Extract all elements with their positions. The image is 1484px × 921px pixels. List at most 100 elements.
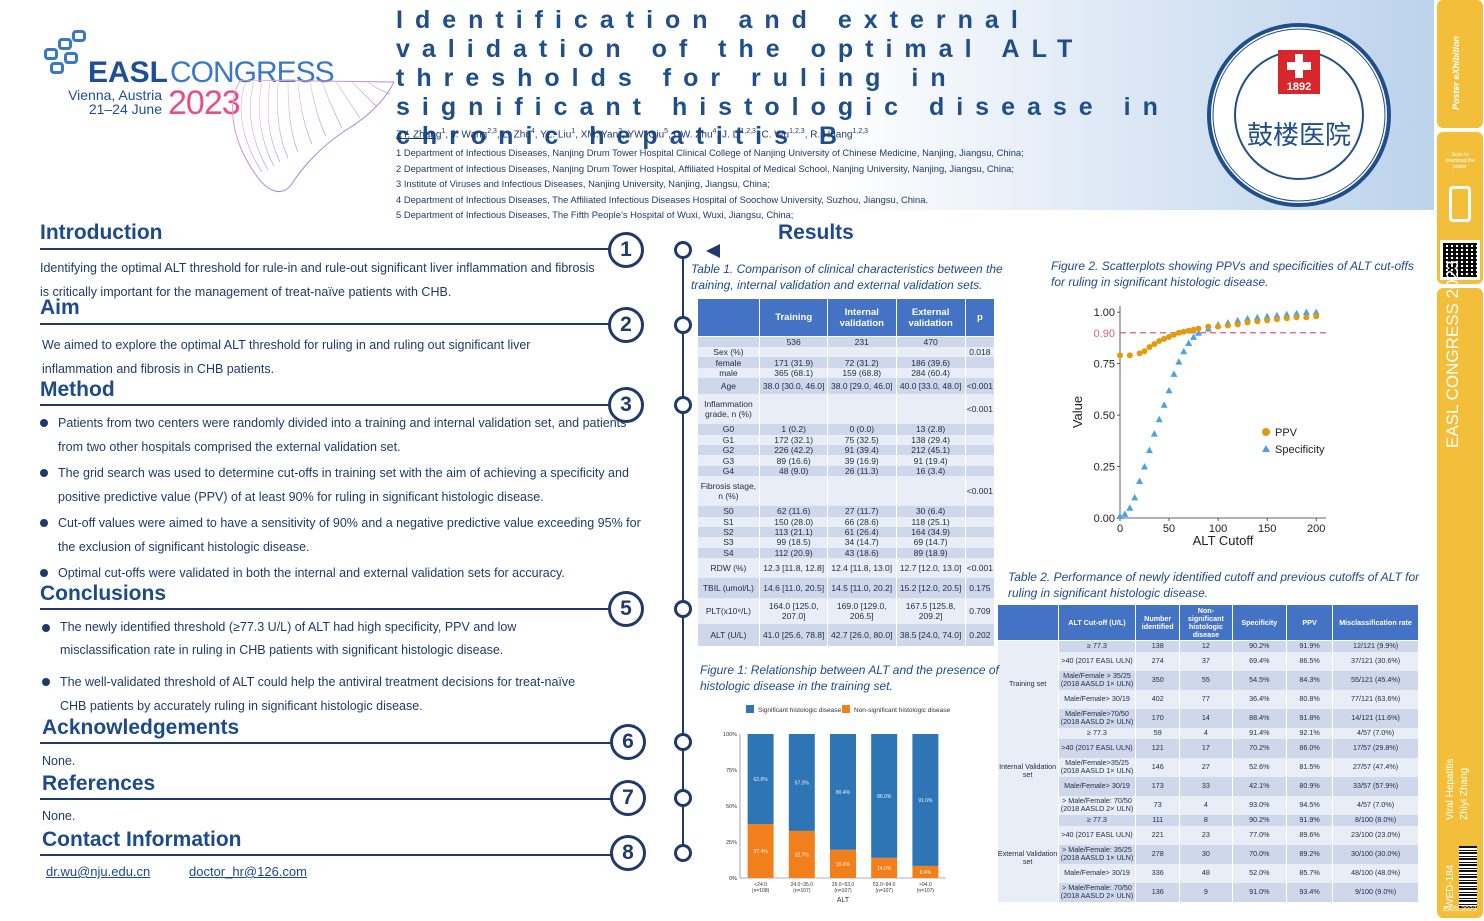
table-cell: 89 (16.6) — [759, 455, 828, 466]
data-point — [1146, 344, 1153, 351]
table-cell: Fibrosis stage, n (%) — [697, 476, 761, 507]
table-cell: <0.001 — [965, 378, 996, 395]
table-cell: 69 (14.7) — [896, 537, 966, 548]
table-cell: >40 (2017 EASL ULN) — [1058, 825, 1137, 845]
data-point — [1273, 316, 1280, 323]
bar-data-label: 19.6% — [836, 862, 851, 868]
table-cell: 113 (21.1) — [759, 526, 828, 538]
table-cell: 88.4% — [1232, 708, 1288, 728]
data-point — [1215, 323, 1222, 330]
table-cell: 70.2% — [1232, 738, 1288, 758]
data-point — [1283, 310, 1291, 318]
table-cell: 167.5 [125.8, 209.2] — [896, 598, 966, 625]
table-cell: 0.175 — [965, 578, 996, 599]
table-cell: 69.4% — [1232, 651, 1288, 671]
table-cell: 48 (9.0) — [759, 465, 828, 477]
table-row: TBIL (umol/L) 14.6 [11.0, 20.5] 14.5 [11.0… — [697, 578, 996, 599]
table-cell: 226 (42.2) — [759, 444, 828, 456]
table-cell — [896, 476, 966, 507]
data-point — [1263, 312, 1271, 320]
bar-segment — [747, 734, 774, 825]
table-cell: S2 — [697, 526, 761, 538]
table-cell — [965, 424, 996, 435]
table-cell: 85.7% — [1286, 863, 1334, 883]
table-cell: S0 — [697, 506, 761, 517]
table-cell: 91.9% — [1286, 640, 1334, 652]
x-tick-label: (n=108) — [752, 888, 770, 894]
data-point — [1126, 352, 1133, 359]
table-cell: 91.0% — [1232, 882, 1288, 902]
table-row: G0 1 (0.2) 0 (0.0) 13 (2.8) — [697, 424, 996, 435]
table-cell: 14/121 (11.6%) — [1332, 708, 1419, 728]
logo-hex-icon — [50, 62, 64, 74]
table-cell: 12.3 [11.8, 12.8] — [759, 558, 828, 579]
table-cell: female — [697, 357, 761, 368]
table-row: Sex (%) 0.018 — [697, 347, 996, 358]
table-cell — [827, 347, 897, 358]
affiliation: 4 Department of Infectious Diseases, The… — [396, 193, 929, 205]
data-point — [1170, 370, 1178, 377]
table-row: >40 (2017 EASL ULN) 121 17 70.2% 86.0% 17/57 … — [998, 738, 1419, 758]
table-cell: 17 — [1179, 738, 1233, 758]
legend-label: PPV — [1275, 427, 1298, 439]
table-cell: 23 — [1179, 825, 1233, 845]
ack-number: 6 — [610, 724, 646, 760]
barcode-icon — [1459, 846, 1477, 908]
sidebar-scan-block[interactable]: Scan to download the poster — [1437, 132, 1483, 284]
sidebar-brand: Poster eXhibition — [1451, 35, 1461, 110]
timeline-node — [674, 789, 692, 807]
table-cell: 66 (28.6) — [827, 516, 897, 527]
table-cell: 91.8% — [1286, 708, 1334, 728]
data-point — [1175, 358, 1183, 365]
table-cell: 42.7 [26.0, 80.0] — [827, 624, 897, 647]
data-point — [1293, 314, 1300, 321]
table2-group-label: Training set — [997, 640, 1059, 728]
table-cell: 170 — [1135, 708, 1181, 728]
bar-segment — [912, 734, 939, 866]
bar-data-label: 80.4% — [836, 790, 851, 796]
timeline-node — [674, 396, 692, 414]
table-cell: 90.2% — [1232, 814, 1288, 826]
table-row: 536 231 470 — [697, 336, 996, 347]
table-cell: 52.0% — [1232, 863, 1288, 883]
ack-text: None. — [42, 754, 76, 768]
table-cell: S4 — [697, 547, 761, 559]
table-cell: 77.0% — [1232, 825, 1288, 845]
bar-segment — [788, 734, 815, 831]
data-point — [1160, 401, 1168, 408]
timeline-node — [674, 241, 692, 259]
data-point — [1175, 329, 1182, 336]
hospital-seal: 1892 鼓楼医院 — [1207, 23, 1391, 207]
sidebar-brand-block: Poster eXhibition — [1437, 0, 1483, 128]
table-cell: 164 (34.9) — [896, 526, 966, 538]
contact-email-link[interactable]: doctor_hr@126.com — [189, 864, 307, 879]
y-tick-label: 25% — [726, 840, 737, 846]
results-title: Results — [778, 221, 854, 244]
table-cell: Age — [697, 378, 761, 395]
intro-title: Introduction — [40, 221, 163, 244]
legend-swatch — [842, 705, 850, 713]
qr-code-icon[interactable] — [1440, 240, 1480, 280]
author-name: L. Zhu — [502, 129, 531, 141]
sidebar-info-block: EASL CONGRESS 2023 Viral Hepatitis Zhiyi… — [1437, 261, 1483, 918]
table-cell: G3 — [697, 455, 761, 466]
table1-header — [696, 298, 761, 337]
table-cell: 14.6 [11.0, 20.5] — [759, 578, 828, 599]
table-cell: 111 — [1135, 814, 1181, 826]
table-cell: 89.6% — [1286, 825, 1334, 845]
table-cell: 55 — [1179, 670, 1233, 690]
table-cell: > Male/Female: 70/50 (2018 AASLD 2× ULN) — [1058, 795, 1137, 815]
table-cell: 136 — [1135, 882, 1181, 902]
x-tick-label: 50 — [1163, 523, 1175, 535]
table-cell: 1 (0.2) — [759, 424, 828, 435]
contact-email-link[interactable]: dr.wu@nju.edu.cn — [46, 864, 151, 879]
table-cell: G1 — [697, 434, 761, 445]
table-cell: TBIL (umol/L) — [697, 578, 761, 599]
timeline-node — [674, 844, 692, 862]
table2-header: PPV — [1286, 604, 1334, 641]
table-cell: 41.0 [25.6, 78.8] — [759, 624, 828, 647]
data-point — [1253, 313, 1261, 321]
table-cell: 42.1% — [1232, 776, 1288, 796]
table-cell: 62 (11.6) — [759, 506, 828, 517]
data-point — [1151, 341, 1158, 348]
